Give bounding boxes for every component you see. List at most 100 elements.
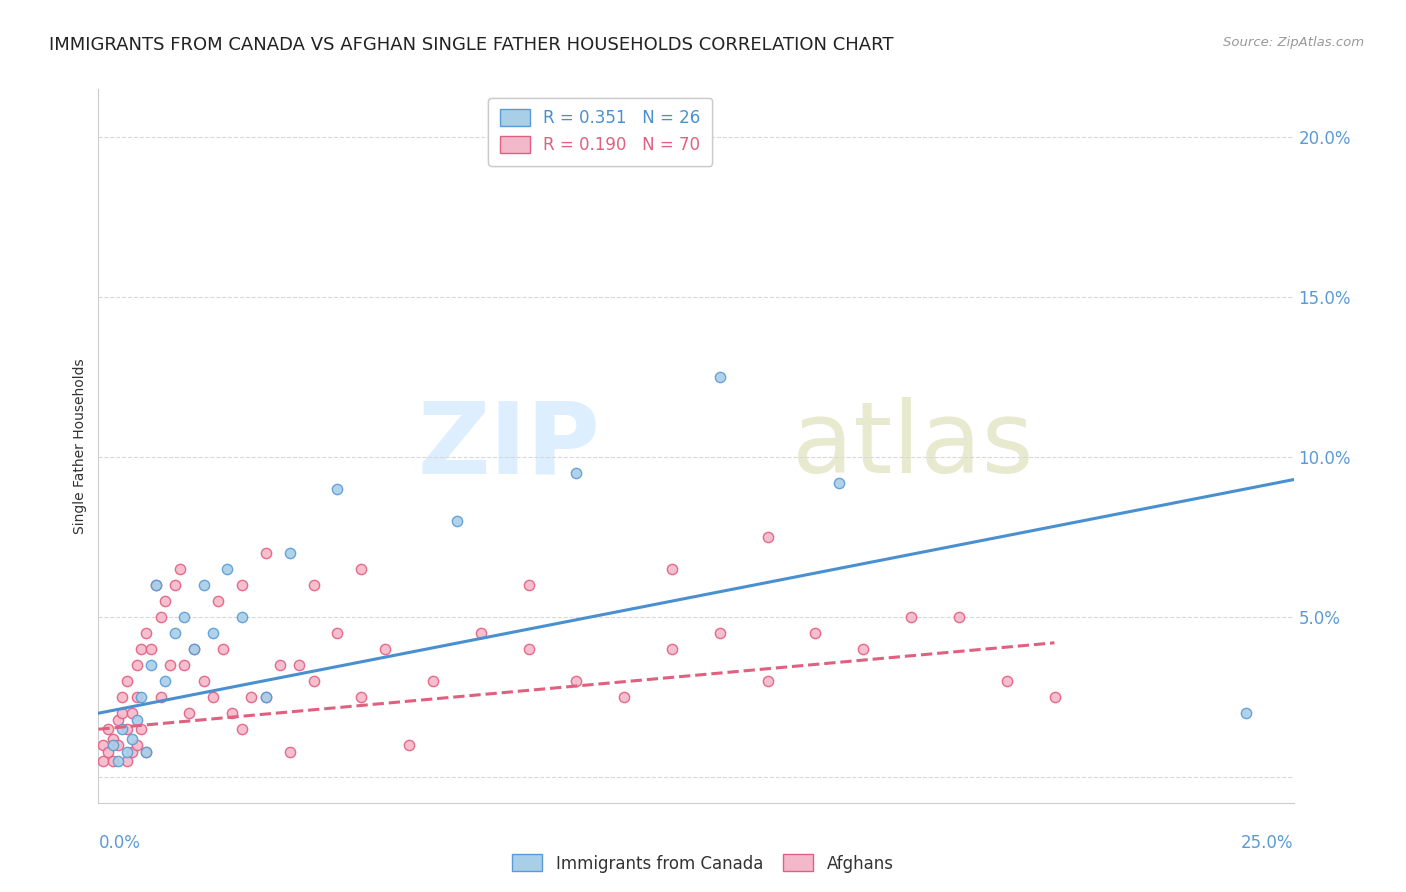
Point xyxy=(131,722,153,736)
Point xyxy=(231,722,253,736)
Point xyxy=(111,706,134,721)
Point xyxy=(326,626,349,640)
Point xyxy=(217,562,239,576)
Point xyxy=(661,642,683,657)
Point xyxy=(163,626,186,640)
Point xyxy=(517,578,540,592)
Point xyxy=(101,754,124,768)
Point xyxy=(202,626,225,640)
Point xyxy=(183,642,205,657)
Point xyxy=(107,738,129,752)
Point xyxy=(121,706,143,721)
Point xyxy=(135,745,157,759)
Text: atlas: atlas xyxy=(792,398,1033,494)
Point xyxy=(115,745,138,759)
Point xyxy=(115,722,138,736)
Text: ZIP: ZIP xyxy=(418,398,600,494)
Point xyxy=(193,578,215,592)
Point xyxy=(756,530,779,544)
Point xyxy=(183,642,205,657)
Point xyxy=(169,562,191,576)
Point xyxy=(1043,690,1066,705)
Point xyxy=(202,690,225,705)
Point xyxy=(756,674,779,689)
Point xyxy=(852,642,875,657)
Point xyxy=(254,690,277,705)
Point xyxy=(97,745,120,759)
Point xyxy=(278,745,301,759)
Point xyxy=(193,674,215,689)
Point xyxy=(91,754,114,768)
Point xyxy=(517,642,540,657)
Legend: R = 0.351   N = 26, R = 0.190   N = 70: R = 0.351 N = 26, R = 0.190 N = 70 xyxy=(488,97,713,166)
Point xyxy=(115,754,138,768)
Point xyxy=(900,610,922,624)
Point xyxy=(145,578,167,592)
Point xyxy=(211,642,233,657)
Point xyxy=(149,610,172,624)
Point xyxy=(995,674,1018,689)
Point xyxy=(145,578,167,592)
Point xyxy=(254,690,277,705)
Point xyxy=(155,594,177,608)
Point xyxy=(121,731,143,746)
Point xyxy=(131,642,153,657)
Point xyxy=(278,546,301,560)
Point xyxy=(221,706,243,721)
Point xyxy=(135,745,157,759)
Y-axis label: Single Father Households: Single Father Households xyxy=(73,359,87,533)
Point xyxy=(254,546,277,560)
Legend: Immigrants from Canada, Afghans: Immigrants from Canada, Afghans xyxy=(506,847,900,880)
Point xyxy=(159,658,181,673)
Point xyxy=(101,731,124,746)
Point xyxy=(709,626,731,640)
Point xyxy=(111,722,134,736)
Text: 0.0%: 0.0% xyxy=(98,834,141,852)
Point xyxy=(111,690,134,705)
Point xyxy=(135,626,157,640)
Point xyxy=(155,674,177,689)
Point xyxy=(231,610,253,624)
Point xyxy=(302,674,325,689)
Point xyxy=(125,738,148,752)
Point xyxy=(173,610,195,624)
Point xyxy=(107,754,129,768)
Point xyxy=(565,466,588,480)
Point xyxy=(350,562,373,576)
Point xyxy=(613,690,636,705)
Point xyxy=(125,658,148,673)
Point xyxy=(828,475,851,490)
Point xyxy=(269,658,291,673)
Point xyxy=(240,690,263,705)
Point xyxy=(350,690,373,705)
Point xyxy=(661,562,683,576)
Text: Source: ZipAtlas.com: Source: ZipAtlas.com xyxy=(1223,36,1364,49)
Point xyxy=(422,674,444,689)
Point xyxy=(115,674,138,689)
Point xyxy=(179,706,201,721)
Point xyxy=(207,594,229,608)
Point xyxy=(121,745,143,759)
Point xyxy=(173,658,195,673)
Point xyxy=(107,713,129,727)
Point xyxy=(125,690,148,705)
Point xyxy=(804,626,827,640)
Point xyxy=(1234,706,1257,721)
Point xyxy=(149,690,172,705)
Point xyxy=(125,713,148,727)
Text: 25.0%: 25.0% xyxy=(1241,834,1294,852)
Point xyxy=(101,738,124,752)
Point xyxy=(709,370,731,384)
Point xyxy=(288,658,311,673)
Point xyxy=(231,578,253,592)
Point xyxy=(139,658,162,673)
Point xyxy=(326,482,349,496)
Point xyxy=(163,578,186,592)
Point xyxy=(446,514,468,528)
Point xyxy=(398,738,420,752)
Point xyxy=(91,738,114,752)
Point xyxy=(565,674,588,689)
Text: IMMIGRANTS FROM CANADA VS AFGHAN SINGLE FATHER HOUSEHOLDS CORRELATION CHART: IMMIGRANTS FROM CANADA VS AFGHAN SINGLE … xyxy=(49,36,894,54)
Point xyxy=(131,690,153,705)
Point xyxy=(302,578,325,592)
